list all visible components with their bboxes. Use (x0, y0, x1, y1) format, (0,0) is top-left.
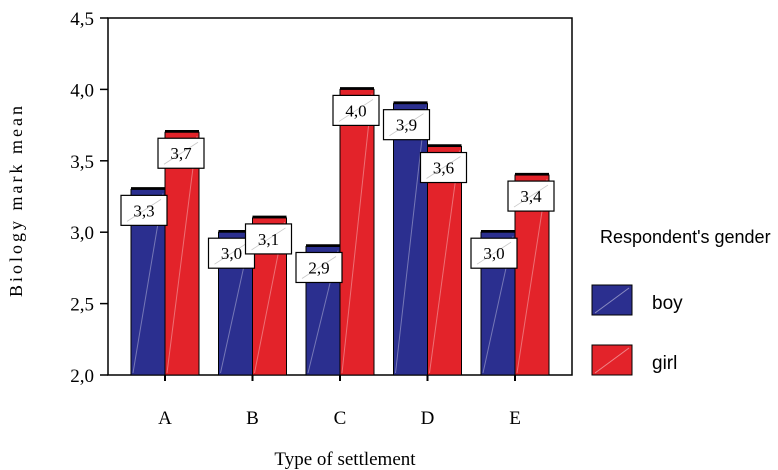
x-axis-title: Type of settlement (274, 449, 416, 470)
data-label-hatch (126, 199, 162, 222)
y-axis-title: Biology mark mean (6, 103, 26, 297)
bar-sheen (395, 107, 426, 374)
data-label: 2,9 (308, 258, 329, 277)
data-label-box: 3,1 (244, 223, 293, 255)
data-label-box: 2,9 (295, 251, 343, 284)
x-tick-label: B (246, 408, 259, 429)
data-label-box: 3,0 (470, 237, 518, 269)
data-label: 3,0 (221, 244, 242, 263)
y-tick-label: 2,0 (70, 366, 94, 387)
bars (130, 87, 550, 376)
data-label: 3,4 (520, 187, 542, 206)
data-label-hatch (301, 256, 337, 279)
data-label-box: 4,0 (332, 94, 380, 127)
bar-sheen (429, 150, 460, 374)
y-tick-label: 3,0 (70, 223, 94, 244)
legend-title: Respondent's gender (600, 227, 771, 247)
y-axis: 2,0 2,5 3,0 3,5 4,0 4,5 (70, 9, 108, 387)
data-label: 3,0 (483, 244, 504, 263)
bar-sheen (341, 93, 373, 374)
y-tick-label: 2,5 (70, 295, 94, 316)
bar-sheen (166, 136, 198, 374)
x-tick-label: A (158, 408, 172, 429)
data-label-box: 3,7 (157, 137, 205, 169)
bar (393, 101, 428, 376)
x-axis: A B C D E (158, 375, 521, 429)
y-tick-label: 4,0 (70, 80, 94, 101)
data-label-box: 3,4 (507, 180, 555, 212)
legend-item-boy: boy (591, 284, 683, 316)
x-tick-label: D (421, 408, 435, 429)
data-label-hatch (389, 113, 424, 137)
legend: Respondent's gender boy girl (591, 227, 771, 376)
data-labels: 3,3 3,7 3,0 3,1 2,9 4,0 3,9 3,6 3,0 3,4 (120, 94, 555, 284)
data-label-hatch (338, 99, 374, 122)
legend-swatch-sheen (594, 347, 630, 374)
data-label-box: 3,6 (419, 151, 468, 184)
data-label: 4,0 (345, 101, 366, 120)
legend-swatch (591, 284, 633, 316)
data-label-hatch (163, 141, 199, 165)
data-label-hatch (251, 227, 286, 251)
data-label: 3,6 (433, 159, 454, 178)
data-label-box: 3,3 (120, 194, 168, 226)
bar-girl-C (339, 88, 375, 376)
bar (339, 87, 375, 376)
y-tick-label: 4,5 (70, 9, 94, 30)
data-label: 3,7 (170, 144, 192, 163)
data-label-hatch (426, 156, 461, 179)
data-label-box: 3,9 (382, 109, 431, 141)
data-label-hatch (513, 184, 549, 208)
x-tick-label: E (509, 408, 521, 429)
data-label: 3,3 (133, 201, 154, 220)
data-label-hatch (476, 241, 512, 265)
legend-label: girl (652, 353, 677, 374)
legend-items: boy girl (591, 284, 683, 376)
x-tick-label: C (334, 408, 347, 429)
bar (164, 129, 200, 376)
y-tick-label: 3,5 (70, 152, 94, 173)
bar-girl-A (164, 131, 200, 376)
legend-swatch-sheen (594, 287, 630, 314)
bar-boy-D (393, 103, 428, 376)
legend-swatch (591, 344, 633, 376)
bar (427, 144, 462, 376)
data-label-hatch (214, 241, 249, 265)
data-label: 3,9 (396, 116, 417, 135)
bar-girl-D (427, 146, 462, 376)
legend-item-girl: girl (591, 344, 677, 376)
data-label: 3,1 (258, 230, 279, 249)
legend-label: boy (652, 293, 683, 314)
